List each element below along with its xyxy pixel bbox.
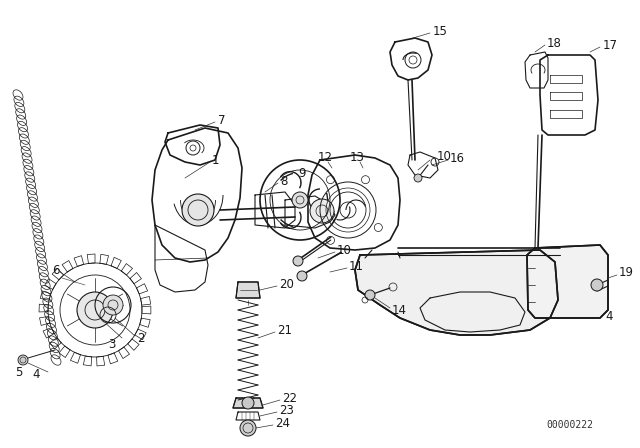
Text: 17: 17 [603,39,618,52]
Circle shape [414,174,422,182]
Circle shape [240,420,256,436]
Text: 00000222: 00000222 [547,420,593,430]
Polygon shape [355,250,558,335]
Circle shape [77,292,113,328]
Circle shape [293,256,303,266]
Text: 20: 20 [279,277,294,290]
Text: 10: 10 [337,244,352,257]
Circle shape [297,271,307,281]
Text: 24: 24 [275,417,290,430]
Text: 18: 18 [547,36,562,49]
Circle shape [365,290,375,300]
Circle shape [292,192,308,208]
Polygon shape [236,282,260,298]
Text: 12: 12 [318,151,333,164]
Text: 4: 4 [605,310,612,323]
Text: 14: 14 [392,303,407,316]
Text: 23: 23 [279,404,294,417]
Text: 4: 4 [32,367,40,380]
Text: 6: 6 [52,263,60,276]
Circle shape [182,194,214,226]
Circle shape [591,279,603,291]
Text: 13: 13 [350,151,365,164]
Text: 3: 3 [108,339,115,352]
Text: 10: 10 [437,150,452,163]
Polygon shape [233,398,263,408]
Circle shape [18,355,28,365]
Text: 5: 5 [15,366,22,379]
Text: 16: 16 [450,151,465,164]
Text: 1: 1 [212,154,220,167]
Text: 9: 9 [298,167,305,180]
Polygon shape [527,245,608,318]
Text: 19: 19 [619,267,634,280]
Text: 8: 8 [280,175,287,188]
Circle shape [242,397,254,409]
Text: 11: 11 [349,259,364,272]
Text: 2: 2 [137,332,145,345]
Circle shape [103,295,123,315]
Text: 21: 21 [277,323,292,336]
Text: 22: 22 [282,392,297,405]
Circle shape [310,199,334,223]
Text: 15: 15 [433,25,448,38]
Text: 7: 7 [218,113,225,126]
